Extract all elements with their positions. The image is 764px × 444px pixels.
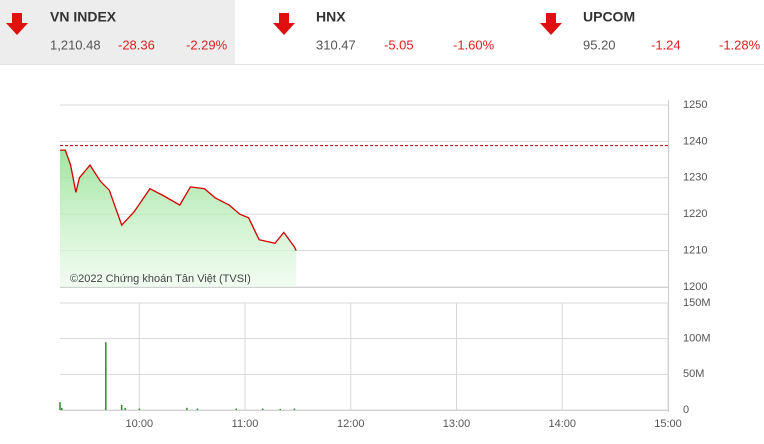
index-value: 310.47 — [316, 37, 356, 52]
watermark: ©2022 Chứng khoán Tân Việt (TVSI) — [70, 273, 251, 285]
y-tick-label: 1210 — [683, 245, 707, 257]
volume-bar — [186, 407, 188, 410]
volume-bar — [61, 407, 63, 410]
index-change: -5.05 — [384, 37, 414, 52]
volume-bar — [261, 408, 264, 410]
index-percent: -1.60% — [453, 37, 495, 52]
down-arrows — [6, 13, 562, 35]
index-percent: -1.28% — [719, 37, 761, 52]
y-tick-label: 1250 — [683, 99, 707, 111]
y-tick-label: 50M — [683, 368, 704, 380]
index-value: 1,210.48 — [50, 37, 101, 52]
y-tick-label: 1200 — [683, 281, 707, 293]
y-tick-label: 1230 — [683, 172, 707, 184]
x-tick-label: 11:00 — [232, 418, 259, 430]
y-tick-label: 0 — [683, 404, 689, 416]
volume-bar — [279, 408, 282, 410]
index-value: 95.20 — [583, 37, 616, 52]
volume-bar — [59, 402, 61, 410]
volume-bar — [120, 405, 123, 410]
x-tick-label: 13:00 — [443, 418, 471, 430]
x-tick-label: 15:00 — [654, 418, 682, 430]
volume-bar — [293, 408, 296, 410]
y-tick-label: 150M — [683, 297, 711, 309]
price-line — [60, 149, 297, 251]
volume-bar — [235, 408, 237, 410]
volume-bar — [105, 342, 107, 410]
y-tick-label: 100M — [683, 333, 711, 345]
x-tick-label: 14:00 — [548, 418, 576, 430]
volume-bar — [196, 408, 199, 410]
area — [60, 150, 297, 287]
volume-bar — [138, 408, 141, 410]
x-tick-label: 12:00 — [337, 418, 365, 430]
index-change: -28.36 — [118, 37, 155, 52]
index-name: VN INDEX — [50, 9, 117, 25]
index-name: UPCOM — [583, 9, 635, 25]
y-tick-label: 1220 — [683, 208, 707, 220]
y-tick-label: 1240 — [683, 135, 707, 147]
index-name: HNX — [316, 9, 346, 25]
volume-bar — [124, 407, 126, 410]
index-percent: -2.29% — [186, 37, 228, 52]
index-change: -1.24 — [651, 37, 681, 52]
active-tab[interactable] — [0, 0, 235, 64]
x-tick-label: 10:00 — [126, 418, 154, 430]
